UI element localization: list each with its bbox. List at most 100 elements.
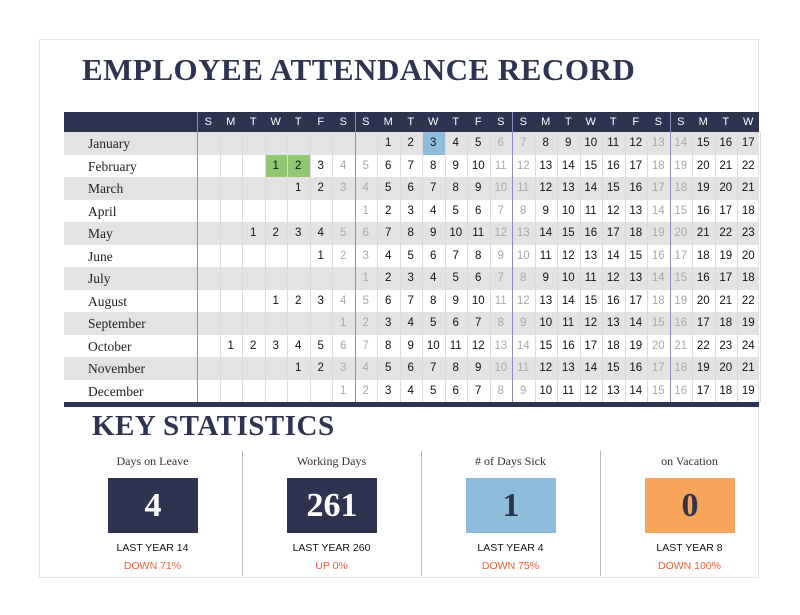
day-cell[interactable]: 20 (696, 294, 710, 307)
day-cell[interactable]: 21 (741, 182, 755, 194)
day-cell[interactable]: 4 (407, 384, 414, 397)
day-cell[interactable]: 24 (741, 339, 755, 352)
day-cell[interactable]: 7 (385, 227, 392, 239)
day-cell[interactable]: 6 (385, 159, 392, 172)
day-cell[interactable]: 23 (719, 339, 733, 352)
day-cell[interactable]: 13 (539, 159, 553, 172)
day-cell[interactable]: 7 (430, 182, 437, 194)
day-cell[interactable]: 3 (385, 384, 392, 397)
day-cell[interactable]: 13 (584, 249, 598, 262)
day-cell[interactable]: 1 (295, 362, 302, 374)
day-cell[interactable]: 13 (561, 362, 575, 374)
day-cell[interactable]: 5 (430, 384, 437, 397)
day-cell[interactable]: 19 (651, 227, 665, 239)
day-cell[interactable]: 4 (317, 227, 324, 239)
day-cell[interactable]: 15 (584, 294, 598, 307)
day-cell[interactable]: 5 (385, 362, 392, 374)
day-cell[interactable]: 15 (606, 362, 620, 374)
day-cell[interactable]: 3 (317, 159, 324, 172)
day-cell[interactable]: 16 (674, 384, 688, 397)
day-cell[interactable]: 18 (629, 227, 643, 239)
day-cell[interactable]: 1 (295, 182, 302, 194)
day-cell[interactable]: 6 (407, 182, 414, 194)
day-cell[interactable]: 9 (565, 137, 572, 149)
day-cell[interactable]: 2 (362, 317, 369, 329)
day-cell[interactable]: 16 (561, 339, 575, 352)
day-cell[interactable]: 12 (539, 182, 553, 194)
day-cell[interactable]: 7 (475, 317, 482, 329)
day-cell[interactable]: 1 (317, 249, 324, 262)
day-cell[interactable]: 4 (340, 159, 347, 172)
day-cell[interactable]: 1 (250, 227, 257, 239)
day-cell[interactable]: 1 (385, 137, 392, 149)
day-cell[interactable]: 8 (520, 204, 527, 217)
day-cell[interactable]: 9 (452, 294, 459, 307)
day-cell[interactable]: 7 (362, 339, 369, 352)
day-cell[interactable]: 10 (471, 294, 485, 307)
day-cell[interactable]: 4 (295, 339, 302, 352)
day-cell[interactable]: 7 (497, 204, 504, 217)
day-cell[interactable]: 21 (719, 159, 733, 172)
day-cell[interactable]: 5 (475, 137, 482, 149)
day-cell[interactable]: 8 (430, 159, 437, 172)
day-cell[interactable]: 14 (584, 182, 598, 194)
day-cell[interactable]: 4 (362, 362, 369, 374)
day-cell[interactable]: 21 (719, 294, 733, 307)
day-cell[interactable]: 13 (606, 317, 620, 329)
day-cell[interactable]: 19 (719, 249, 733, 262)
day-cell[interactable]: 15 (651, 317, 665, 329)
day-cell[interactable]: 1 (272, 294, 279, 307)
day-cell[interactable]: 19 (674, 294, 688, 307)
day-cell[interactable]: 14 (516, 339, 530, 352)
day-cell[interactable]: 17 (629, 294, 643, 307)
day-cell[interactable]: 17 (741, 137, 755, 149)
day-cell[interactable]: 17 (651, 182, 665, 194)
day-cell[interactable]: 15 (629, 249, 643, 262)
day-cell[interactable]: 12 (516, 294, 530, 307)
day-cell[interactable]: 12 (539, 362, 553, 374)
day-cell[interactable]: 14 (629, 384, 643, 397)
day-cell[interactable]: 17 (719, 204, 733, 217)
day-cell[interactable]: 10 (516, 249, 530, 262)
day-cell[interactable]: 20 (719, 182, 733, 194)
day-cell[interactable]: 15 (539, 339, 553, 352)
day-cell[interactable]: 15 (674, 204, 688, 217)
day-cell[interactable]: 12 (584, 317, 598, 329)
day-cell[interactable]: 20 (719, 362, 733, 374)
day-cell[interactable]: 19 (674, 159, 688, 172)
day-cell[interactable]: 3 (422, 132, 445, 155)
day-cell[interactable]: 11 (494, 159, 507, 172)
day-cell[interactable]: 6 (497, 137, 504, 149)
day-cell[interactable]: 22 (741, 159, 755, 172)
day-cell[interactable]: 6 (475, 204, 482, 217)
day-cell[interactable]: 15 (584, 159, 598, 172)
day-cell[interactable]: 9 (542, 204, 549, 217)
day-cell[interactable]: 14 (606, 249, 620, 262)
day-cell[interactable]: 8 (520, 272, 527, 284)
day-cell[interactable]: 2 (385, 272, 392, 284)
day-cell[interactable]: 9 (475, 182, 482, 194)
day-cell[interactable]: 2 (295, 294, 302, 307)
day-cell[interactable]: 8 (430, 294, 437, 307)
day-cell[interactable]: 16 (606, 294, 620, 307)
day-cell[interactable]: 7 (452, 249, 459, 262)
day-cell[interactable]: 23 (741, 227, 755, 239)
day-cell[interactable]: 22 (741, 294, 755, 307)
day-cell[interactable]: 21 (741, 362, 755, 374)
day-cell[interactable]: 1 (340, 384, 347, 397)
day-cell[interactable]: 2 (250, 339, 257, 352)
day-cell[interactable]: 18 (696, 249, 710, 262)
day-cell[interactable]: 11 (517, 182, 530, 194)
day-cell[interactable]: 15 (651, 384, 665, 397)
day-cell[interactable]: 10 (539, 317, 553, 329)
day-cell[interactable]: 5 (362, 294, 369, 307)
day-cell[interactable]: 5 (452, 204, 459, 217)
day-cell[interactable]: 10 (561, 204, 575, 217)
day-cell[interactable]: 12 (471, 339, 485, 352)
day-cell[interactable]: 14 (561, 294, 575, 307)
day-cell[interactable]: 3 (340, 182, 347, 194)
day-cell[interactable]: 15 (674, 272, 688, 284)
day-cell[interactable]: 9 (475, 362, 482, 374)
day-cell[interactable]: 16 (719, 137, 733, 149)
day-cell[interactable]: 2 (362, 384, 369, 397)
